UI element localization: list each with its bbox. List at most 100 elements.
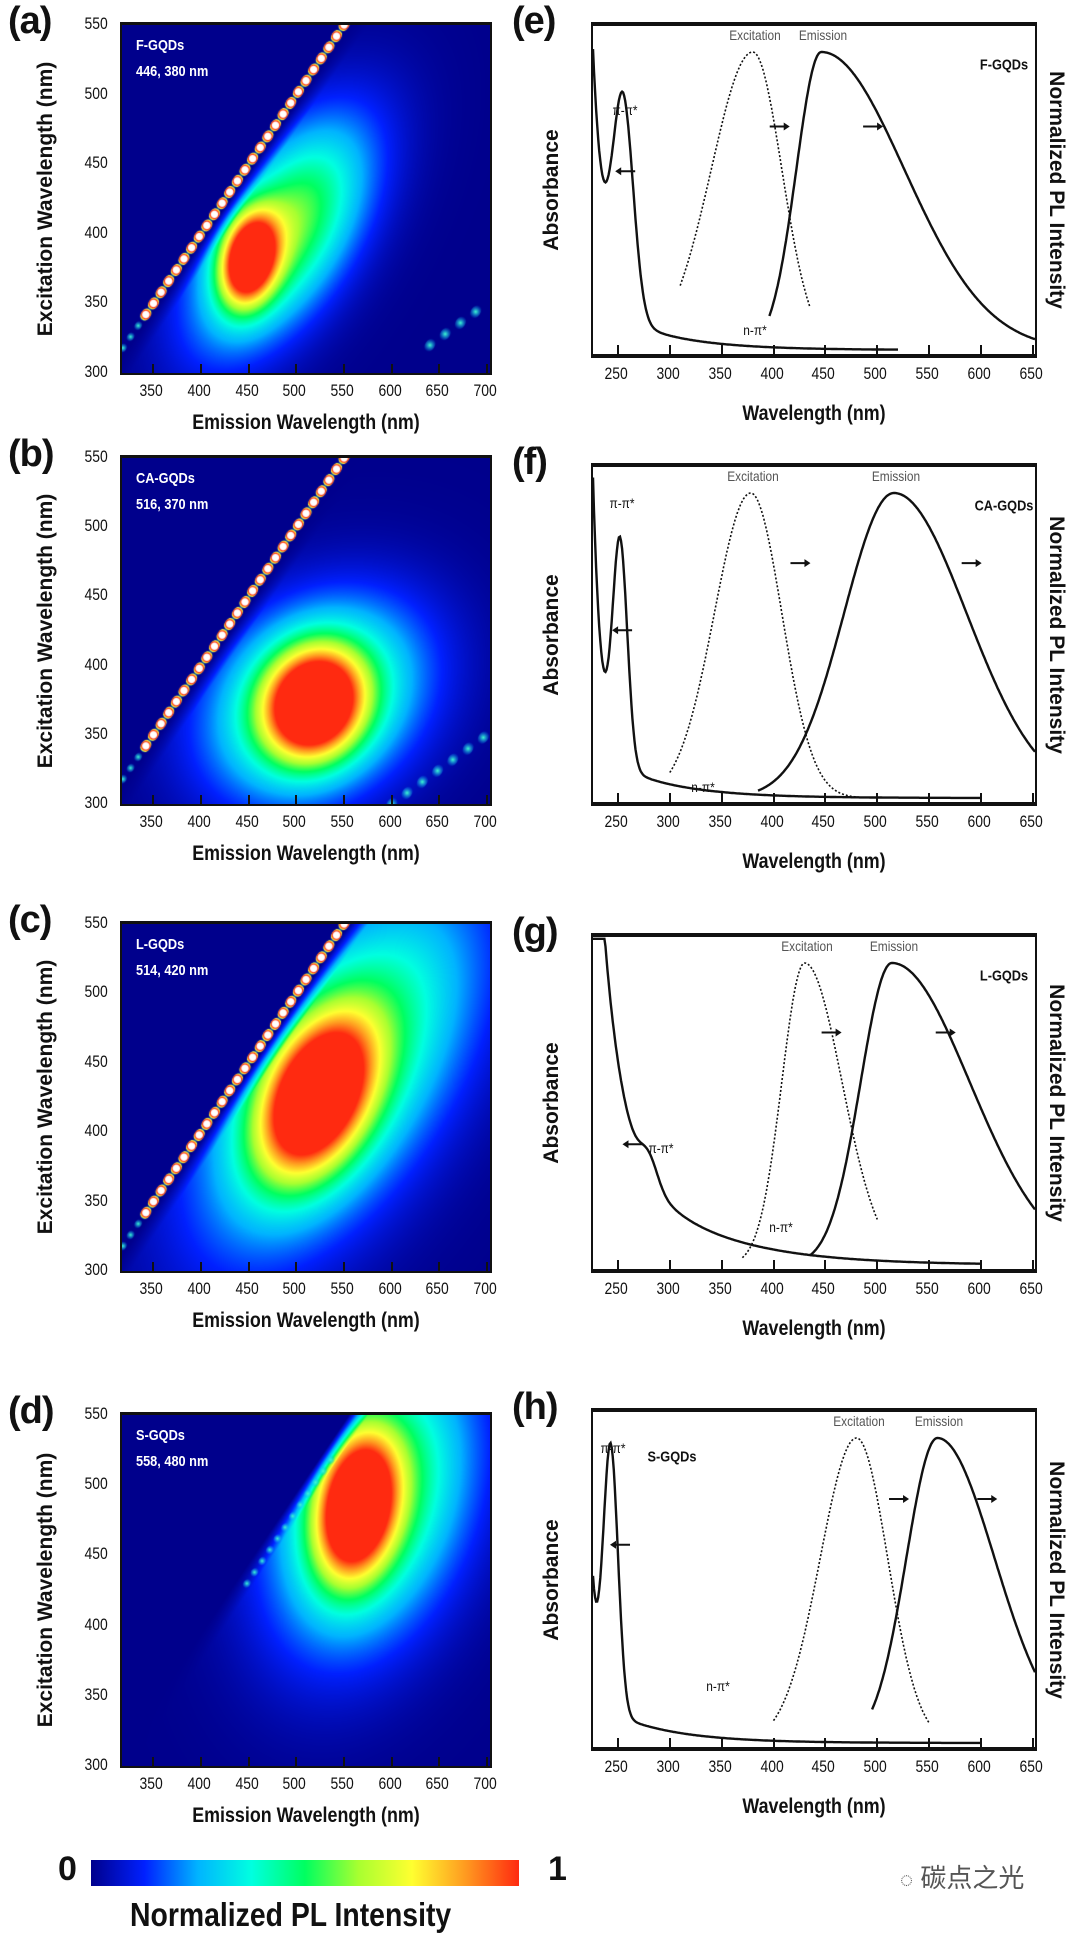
x-tick-label: 650	[426, 1774, 450, 1793]
spectra-plot: Excitation Emission L-GQDs π-π* n-π*	[591, 933, 1037, 1273]
x-tick-mark	[772, 345, 775, 354]
watermark-text: 碳点之光	[920, 1863, 1025, 1893]
x-tick-mark	[1031, 793, 1034, 802]
excitation-label: Excitation	[726, 467, 779, 484]
x-tick-mark	[343, 364, 346, 373]
x-tick-label: 600	[967, 1757, 991, 1776]
sample-label: CA-GQDs	[974, 497, 1034, 515]
x-tick-label: 400	[760, 812, 784, 831]
x-tick-label: 650	[426, 1279, 450, 1298]
n-pi-star-label: n-π*	[691, 778, 715, 795]
emission-curve	[870, 1436, 1037, 1710]
x-tick-mark	[200, 1757, 203, 1766]
y-tick-label: 500	[84, 1474, 108, 1494]
x-tick-mark	[295, 1262, 298, 1271]
y-tick-label: 350	[84, 292, 108, 312]
x-tick-mark	[980, 793, 983, 802]
colorbar	[91, 1860, 519, 1886]
x-tick-mark	[152, 1262, 155, 1271]
y-axis-label-absorbance: Absorbance	[540, 1042, 563, 1164]
spectra-svg	[591, 49, 1036, 351]
emission-label: Emission	[871, 467, 921, 484]
sample-label: CA-GQDs	[136, 470, 195, 487]
excitation-label: Excitation	[728, 27, 781, 44]
x-tick-label: 700	[473, 1774, 497, 1793]
x-tick-mark	[152, 1757, 155, 1766]
x-tick-mark	[200, 795, 203, 804]
x-tick-label: 350	[708, 364, 732, 383]
x-tick-mark	[247, 364, 250, 373]
y-tick-label: 500	[84, 982, 108, 1002]
x-tick-mark	[772, 1738, 775, 1747]
x-tick-mark	[720, 793, 723, 802]
x-tick-mark	[486, 364, 489, 373]
pi-pi-star-label: π-π*	[609, 495, 635, 512]
x-tick-mark	[343, 795, 346, 804]
x-tick-mark	[980, 1738, 983, 1747]
peak-position-label: 558, 480 nm	[136, 1453, 209, 1470]
y-axis-label: Excitation Wavelength (nm)	[34, 959, 57, 1235]
arrow-head-icon	[991, 1495, 998, 1503]
panel-label: (f)	[512, 441, 548, 483]
sample-label: F-GQDs	[979, 56, 1028, 74]
x-tick-label: 650	[1019, 364, 1043, 383]
heatmap-canvas	[122, 924, 490, 1271]
y-tick-label: 450	[84, 153, 108, 173]
x-tick-label: 550	[330, 381, 354, 400]
x-tick-label: 350	[140, 381, 164, 400]
x-axis-label: Emission Wavelength (nm)	[192, 1309, 420, 1332]
arrow-head-icon	[622, 1140, 629, 1149]
x-tick-label: 500	[283, 1774, 307, 1793]
y-tick-label: 450	[84, 1051, 108, 1071]
x-tick-label: 350	[140, 1774, 164, 1793]
x-tick-label: 700	[473, 812, 497, 831]
x-tick-label: 350	[708, 1757, 732, 1776]
x-tick-label: 500	[863, 812, 888, 831]
x-tick-label: 600	[378, 812, 402, 831]
sample-label: S-GQDs	[647, 1448, 697, 1466]
panel-label: (d)	[8, 1390, 55, 1432]
x-tick-mark	[438, 1262, 441, 1271]
y-tick-label: 550	[84, 913, 108, 932]
x-tick-label: 600	[378, 1279, 402, 1298]
y-axis-label: Excitation Wavelength (nm)	[34, 493, 57, 768]
y-tick-label: 400	[84, 1614, 108, 1634]
y-tick-label: 400	[84, 1121, 108, 1141]
x-tick-label: 550	[915, 1279, 939, 1298]
x-tick-label: 650	[1019, 1279, 1043, 1298]
y-axis-label: Excitation Wavelength (nm)	[34, 1452, 57, 1728]
arrow-head-icon	[835, 1028, 842, 1037]
x-tick-mark	[668, 1738, 671, 1747]
x-tick-label: 400	[760, 1279, 784, 1298]
absorbance-curve	[591, 49, 898, 351]
x-tick-label: 350	[140, 812, 164, 831]
n-pi-star-label: n-π*	[743, 322, 767, 339]
spectra-plot: Excitation Emission F-GQDs π-π* n-π*	[591, 22, 1037, 358]
arrow-head-icon	[975, 559, 982, 568]
emission-curve	[757, 491, 1036, 792]
x-axis-label: Wavelength (nm)	[742, 850, 886, 873]
x-tick-label: 500	[283, 812, 307, 831]
x-tick-mark	[343, 1262, 346, 1271]
peak-position-label: 516, 370 nm	[136, 496, 209, 513]
excitation-label: Excitation	[780, 937, 833, 954]
x-tick-mark	[438, 364, 441, 373]
x-tick-label: 500	[863, 1279, 888, 1298]
x-tick-mark	[486, 1262, 489, 1271]
x-tick-mark	[343, 1757, 346, 1766]
x-axis-label: Emission Wavelength (nm)	[192, 411, 420, 434]
n-pi-star-label: n-π*	[706, 1678, 731, 1694]
x-tick-label: 550	[915, 812, 939, 831]
x-tick-label: 450	[235, 812, 259, 831]
y-axis-label-pl: Normalized PL Intensity	[1045, 71, 1068, 309]
x-axis-label: Wavelength (nm)	[742, 1317, 886, 1340]
x-tick-mark	[1031, 1738, 1034, 1747]
x-tick-label: 400	[187, 1774, 211, 1793]
y-tick-label: 450	[84, 1544, 108, 1564]
x-tick-label: 650	[426, 812, 450, 831]
spectra-plot: Excitation Emission CA-GQDs π-π* n-π*	[591, 463, 1037, 806]
y-axis-label-absorbance: Absorbance	[540, 1518, 563, 1641]
x-tick-mark	[390, 1262, 393, 1271]
arrow-head-icon	[903, 1495, 910, 1503]
x-tick-label: 500	[863, 1757, 888, 1776]
